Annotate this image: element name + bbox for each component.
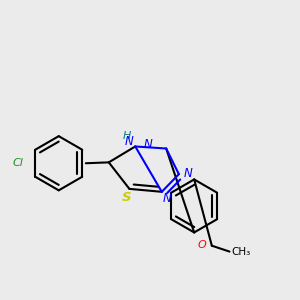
Text: S: S — [122, 191, 132, 204]
Text: N: N — [143, 139, 152, 152]
Text: O: O — [198, 240, 206, 250]
Text: CH₃: CH₃ — [231, 247, 250, 256]
Text: N: N — [125, 135, 134, 148]
Text: N: N — [183, 167, 192, 180]
Text: N: N — [163, 192, 172, 205]
Text: Cl: Cl — [13, 158, 23, 168]
Text: H: H — [123, 131, 131, 141]
